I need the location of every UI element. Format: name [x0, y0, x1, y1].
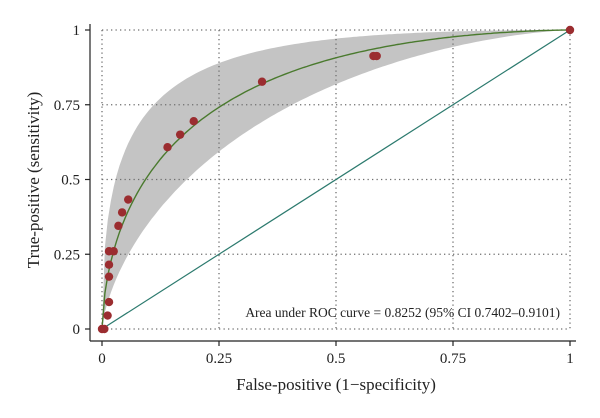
y-tick-label-3: 0.75 [54, 98, 80, 114]
y-tick-label-1: 0.25 [54, 247, 80, 263]
data-point-3 [104, 297, 114, 307]
data-point-1 [100, 324, 109, 334]
x-tick-label-4: 1 [566, 351, 574, 367]
y-tick-label-0: 0 [73, 322, 81, 338]
data-point-5 [104, 260, 114, 269]
x-tick-label-0: 0 [98, 351, 106, 367]
reference-diagonal [101, 29, 571, 330]
data-point-10 [124, 195, 133, 204]
data-point-14 [257, 77, 267, 86]
tick-labels-layer: 0 0.25 0.5 0.75 1 0 0.25 0.5 0.75 1 [54, 23, 574, 367]
x-tick-label-2: 0.5 [327, 351, 346, 367]
data-point-13 [189, 116, 198, 126]
data-point-4 [104, 272, 114, 281]
data-points-layer [97, 25, 575, 334]
auc-annotation: Area under ROC curve = 0.8252 (95% CI 0.… [245, 305, 560, 320]
data-point-12 [175, 130, 185, 139]
y-axis-title: True-positive (sensitivity) [24, 92, 43, 268]
data-point-16 [372, 51, 381, 61]
data-point-11 [163, 143, 172, 152]
data-point-17 [565, 25, 575, 35]
data-point-7 [109, 247, 118, 256]
axes-layer [85, 24, 576, 346]
x-tick-label-3: 0.75 [440, 351, 466, 367]
y-tick-label-4: 1 [73, 23, 81, 39]
data-point-9 [117, 208, 127, 217]
data-point-2 [103, 311, 112, 320]
y-tick-label-2: 0.5 [61, 173, 80, 189]
x-tick-label-1: 0.25 [206, 351, 232, 367]
reference-line-layer [101, 29, 571, 330]
x-axis-title: False-positive (1−specificity) [236, 375, 436, 394]
data-point-8 [114, 221, 123, 231]
